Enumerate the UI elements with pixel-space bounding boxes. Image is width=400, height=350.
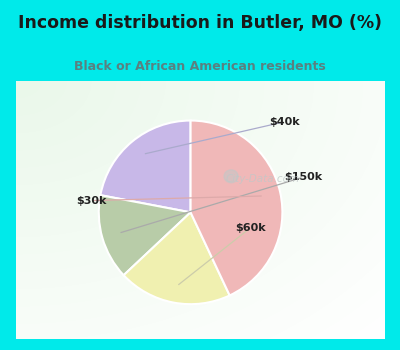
Text: Black or African American residents: Black or African American residents: [74, 60, 326, 72]
Text: Income distribution in Butler, MO (%): Income distribution in Butler, MO (%): [18, 14, 382, 32]
Wedge shape: [190, 120, 282, 295]
Circle shape: [224, 170, 238, 183]
Wedge shape: [99, 195, 190, 275]
Text: $60k: $60k: [235, 223, 266, 233]
Text: City-Data.com: City-Data.com: [225, 174, 299, 184]
Text: $30k: $30k: [76, 196, 107, 205]
Wedge shape: [124, 212, 230, 304]
Wedge shape: [100, 120, 190, 212]
Text: $40k: $40k: [270, 117, 300, 127]
Text: $150k: $150k: [284, 172, 323, 182]
